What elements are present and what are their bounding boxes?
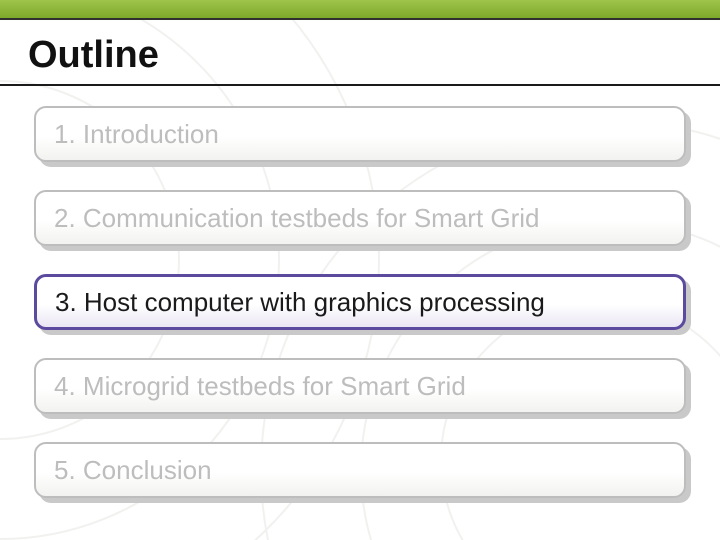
- outline-item: 5. Conclusion: [34, 442, 686, 498]
- title-underline: [0, 84, 720, 86]
- outline-item-label: 3. Host computer with graphics processin…: [55, 287, 545, 318]
- outline-item-label: 1. Introduction: [54, 119, 219, 150]
- outline-list: 1. Introduction 2. Communication testbed…: [34, 106, 686, 498]
- outline-item: 4. Microgrid testbeds for Smart Grid: [34, 358, 686, 414]
- outline-item: 2. Communication testbeds for Smart Grid: [34, 190, 686, 246]
- accent-bar: [0, 0, 720, 20]
- outline-item-box: 1. Introduction: [34, 106, 686, 162]
- outline-item-label: 2. Communication testbeds for Smart Grid: [54, 203, 540, 234]
- outline-item: 1. Introduction: [34, 106, 686, 162]
- outline-item-box: 4. Microgrid testbeds for Smart Grid: [34, 358, 686, 414]
- outline-item-label: 5. Conclusion: [54, 455, 212, 486]
- page-title: Outline: [28, 34, 159, 77]
- outline-item-label: 4. Microgrid testbeds for Smart Grid: [54, 371, 466, 402]
- outline-item-box: 2. Communication testbeds for Smart Grid: [34, 190, 686, 246]
- outline-item-box: 5. Conclusion: [34, 442, 686, 498]
- outline-item-box-highlight: 3. Host computer with graphics processin…: [34, 274, 686, 330]
- outline-item: 3. Host computer with graphics processin…: [34, 274, 686, 330]
